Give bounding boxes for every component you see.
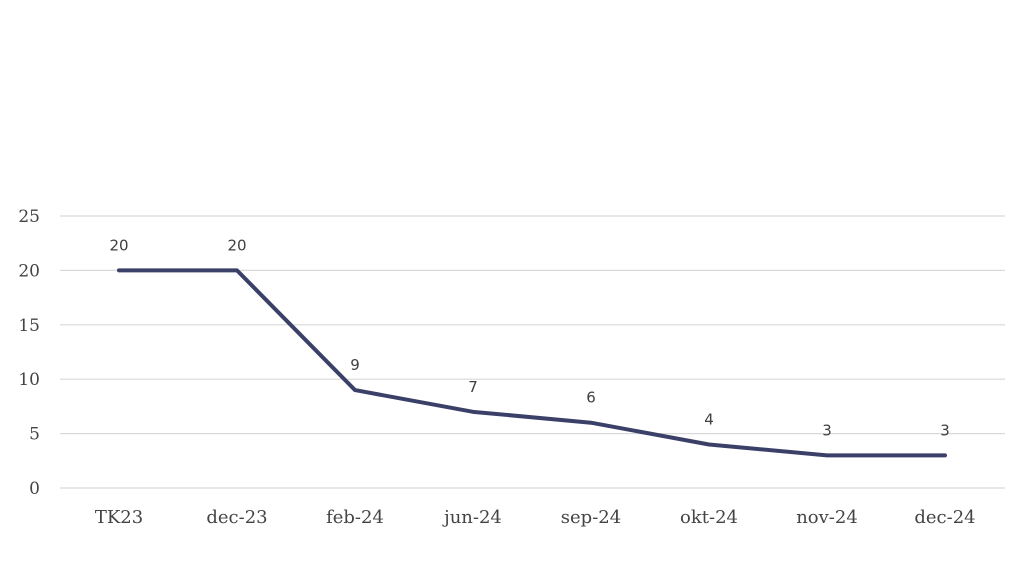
y-tick-label: 5 (29, 425, 40, 445)
x-tick-label: sep-24 (561, 507, 621, 528)
y-tick-label: 20 (18, 261, 40, 281)
x-tick-label: TK23 (95, 507, 143, 528)
x-tick-label: dec-23 (206, 507, 267, 528)
data-label: 3 (940, 421, 950, 439)
x-tick-label: dec-24 (914, 507, 975, 528)
series-line (117, 268, 947, 458)
gridlines (60, 215, 1005, 489)
data-label: 6 (586, 389, 596, 407)
x-tick-label: feb-24 (326, 507, 384, 528)
x-tick-label: okt-24 (680, 507, 738, 528)
x-tick-label: jun-24 (442, 507, 502, 528)
data-label: 9 (350, 356, 360, 374)
data-label: 20 (109, 236, 128, 254)
y-tick-label: 0 (29, 479, 40, 499)
data-label: 4 (704, 410, 714, 428)
y-tick-label: 10 (18, 370, 40, 390)
data-label: 3 (822, 421, 832, 439)
series-lines (117, 268, 947, 458)
data-label: 20 (227, 236, 246, 254)
y-tick-label: 15 (18, 316, 40, 336)
y-tick-label: 25 (18, 207, 40, 227)
x-tick-label: nov-24 (796, 507, 858, 528)
x-axis-ticks: TK23 dec-23 feb-24 jun-24 sep-24 okt-24 nov-24… (95, 507, 976, 528)
data-labels: 20 20 9 7 6 4 3 3 (109, 236, 949, 439)
y-axis-ticks: 0 5 10 15 20 25 (18, 207, 40, 499)
data-label: 7 (468, 378, 478, 396)
